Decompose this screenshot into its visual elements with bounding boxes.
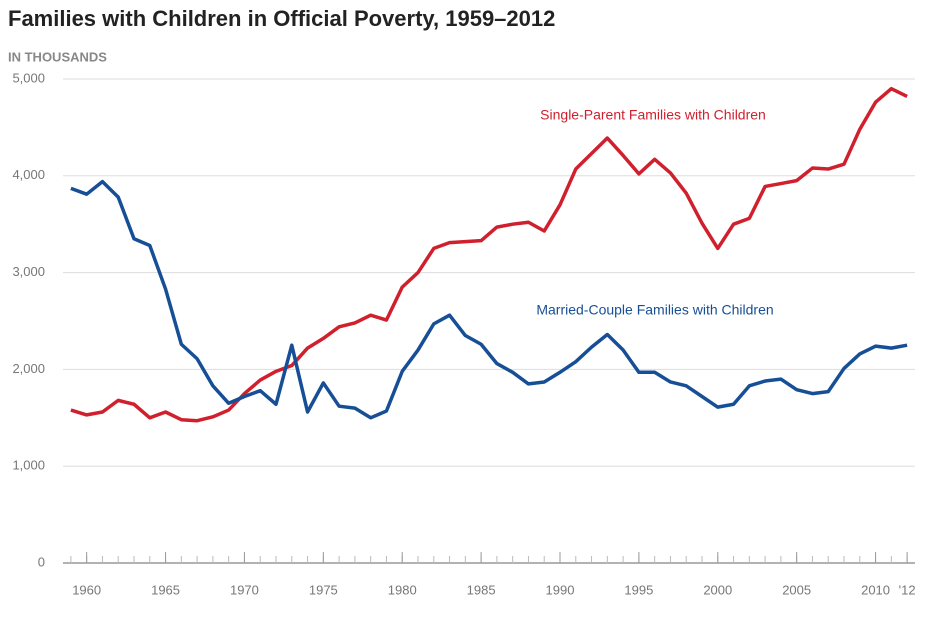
y-tick-label: 3,000 — [12, 264, 45, 279]
x-tick-label: 2005 — [782, 582, 811, 597]
x-tick-label: 1960 — [72, 582, 101, 597]
series-line — [70, 86, 908, 423]
y-tick-label: 5,000 — [12, 70, 45, 85]
x-tick-label: 1985 — [467, 582, 496, 597]
series-line — [70, 179, 908, 420]
chart-title: Families with Children in Official Pover… — [8, 6, 555, 31]
x-tick-label: 2000 — [703, 582, 732, 597]
x-tick-label: 2010 — [861, 582, 890, 597]
y-tick-label: 2,000 — [12, 361, 45, 376]
x-tick-label: 1975 — [309, 582, 338, 597]
series-label: Single-Parent Families with Children — [540, 107, 766, 123]
x-tick-label: 1965 — [151, 582, 180, 597]
x-tick-label: 1990 — [546, 582, 575, 597]
y-axis-label: IN THOUSANDS — [8, 49, 107, 64]
y-tick-label: 1,000 — [12, 458, 45, 473]
y-tick-label: 4,000 — [12, 167, 45, 182]
x-tick-label: 1970 — [230, 582, 259, 597]
x-tick-label: 1980 — [388, 582, 417, 597]
y-tick-label: 0 — [38, 554, 45, 569]
x-tick-label: 1995 — [624, 582, 653, 597]
x-tick-label: '12 — [899, 582, 916, 597]
series-label: Married-Couple Families with Children — [536, 302, 773, 318]
